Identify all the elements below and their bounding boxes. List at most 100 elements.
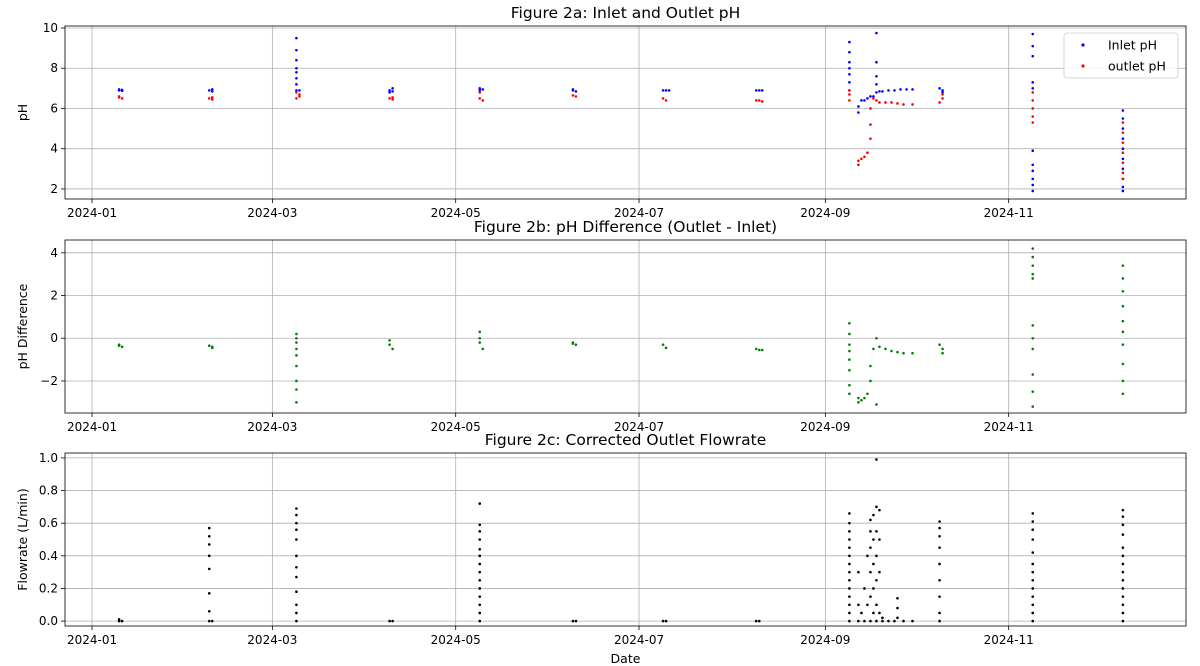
- data-point: [207, 97, 211, 100]
- data-point: [295, 528, 298, 532]
- data-point: [661, 97, 665, 100]
- data-point: [875, 554, 878, 558]
- data-point: [478, 97, 482, 100]
- data-point: [120, 97, 124, 100]
- data-point: [1031, 538, 1035, 541]
- data-point: [869, 546, 872, 549]
- data-point: [1121, 277, 1125, 280]
- data-point: [1031, 91, 1035, 94]
- data-point: [754, 347, 758, 351]
- data-point: [1031, 603, 1035, 607]
- data-point: [760, 100, 764, 103]
- data-point: [391, 96, 394, 99]
- data-point: [757, 99, 761, 102]
- y-tick-label: 0.6: [39, 516, 58, 530]
- y-tick-label: 0.8: [39, 484, 58, 498]
- data-point: [878, 538, 881, 541]
- plot-frame: [64, 239, 1187, 414]
- data-point: [938, 526, 941, 530]
- data-point: [869, 364, 872, 368]
- data-point: [1121, 157, 1125, 161]
- data-point: [1121, 185, 1125, 189]
- data-point: [1121, 137, 1125, 140]
- data-point: [295, 97, 298, 100]
- x-tick-label: 2024-05: [431, 206, 481, 220]
- data-point: [938, 343, 941, 346]
- data-point: [1031, 619, 1035, 623]
- data-point: [391, 98, 394, 101]
- data-point: [869, 379, 872, 383]
- data-point: [902, 103, 905, 106]
- data-point: [905, 88, 908, 91]
- data-point: [1031, 405, 1035, 408]
- data-point: [1121, 579, 1125, 582]
- y-tick-label: 0.4: [39, 549, 58, 563]
- data-point: [848, 99, 851, 102]
- data-point: [875, 91, 878, 94]
- data-point: [1121, 121, 1125, 124]
- data-point: [478, 595, 482, 598]
- data-point: [478, 579, 482, 582]
- data-point: [878, 90, 881, 93]
- data-point: [478, 87, 482, 90]
- data-point: [295, 58, 298, 62]
- chart-panel-3: 2024-01 2024-03 2024-05 2024-07 2024-09 2024-…: [15, 431, 1187, 666]
- data-point: [207, 619, 211, 623]
- data-point: [869, 570, 872, 574]
- legend: Inlet pH outlet pH: [1063, 32, 1179, 79]
- x-tick-label: 2024-11: [984, 420, 1034, 434]
- data-point: [295, 603, 298, 607]
- data-point: [878, 345, 881, 349]
- data-point: [875, 60, 878, 64]
- data-point: [298, 89, 301, 92]
- data-point: [866, 554, 869, 558]
- data-point: [295, 91, 298, 94]
- data-point: [863, 396, 866, 400]
- data-point: [869, 95, 872, 98]
- data-point: [1031, 520, 1035, 523]
- data-point: [848, 93, 851, 96]
- data-point: [1121, 289, 1125, 293]
- y-tick-label: 2: [50, 182, 58, 196]
- data-point: [938, 101, 941, 104]
- data-point: [295, 48, 298, 52]
- data-point: [1031, 551, 1035, 554]
- data-point: [478, 336, 482, 340]
- plot-frame: [64, 452, 1187, 627]
- data-point: [941, 347, 944, 351]
- data-point: [1031, 169, 1035, 173]
- data-point: [869, 107, 872, 110]
- data-point: [848, 332, 851, 336]
- data-point: [848, 538, 851, 541]
- data-point: [1121, 343, 1125, 346]
- data-point: [388, 343, 391, 346]
- data-point: [872, 538, 875, 541]
- data-point: [1031, 115, 1035, 118]
- data-point: [391, 87, 394, 90]
- data-point: [1121, 570, 1125, 574]
- data-point: [848, 595, 851, 598]
- data-point: [295, 565, 298, 569]
- data-point: [478, 547, 482, 551]
- data-point: [295, 354, 298, 357]
- data-point: [872, 562, 875, 566]
- data-point: [872, 611, 875, 615]
- data-point: [1031, 99, 1035, 102]
- data-point: [857, 111, 860, 114]
- data-point: [388, 91, 391, 94]
- data-point: [848, 587, 851, 590]
- data-point: [207, 567, 211, 571]
- data-point: [857, 603, 860, 607]
- data-point: [478, 562, 482, 566]
- data-point: [863, 587, 866, 590]
- data-point: [571, 342, 575, 345]
- series-points-1: [117, 247, 1125, 408]
- data-point: [478, 523, 482, 527]
- data-point: [1121, 171, 1125, 175]
- data-point: [207, 592, 211, 595]
- data-point: [1031, 87, 1035, 90]
- data-point: [938, 562, 941, 566]
- data-point: [848, 383, 851, 387]
- data-point: [1121, 392, 1125, 396]
- data-point: [207, 610, 211, 613]
